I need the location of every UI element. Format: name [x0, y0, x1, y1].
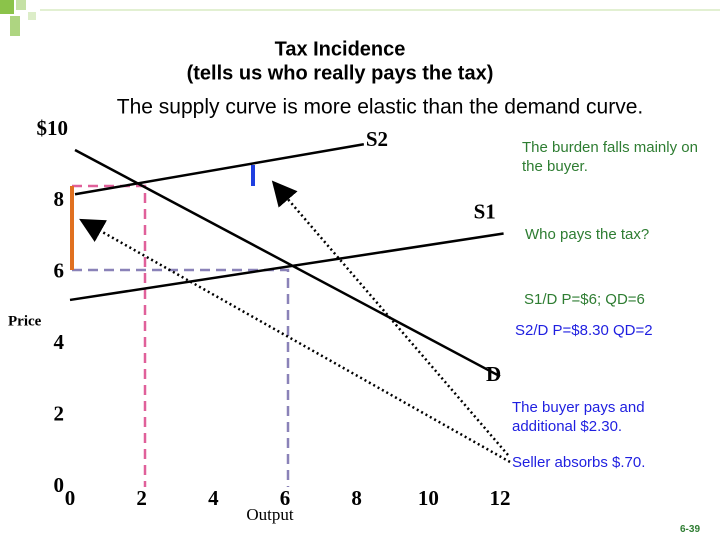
decoration [28, 12, 36, 20]
x-tick-label: 10 [418, 486, 439, 510]
y-axis-label: Price [8, 313, 42, 329]
y-tick-label: $10 [37, 116, 69, 140]
decoration [16, 0, 26, 10]
arrow [79, 218, 511, 464]
y-tick-label: 2 [54, 401, 65, 425]
annotation: Seller absorbs $.70. [512, 454, 646, 471]
y-tick-label: 0 [54, 473, 65, 497]
arrow [271, 180, 509, 456]
series-line [69, 232, 504, 302]
heading: The supply curve is more elastic than th… [117, 96, 643, 119]
x-tick-label: 0 [65, 486, 76, 510]
x-tick-label: 8 [351, 486, 362, 510]
decoration [0, 0, 14, 14]
series-label: S1 [474, 199, 496, 223]
decoration [10, 16, 20, 36]
series-label: D [486, 362, 501, 386]
x-axis-label: Output [246, 505, 294, 524]
series-line [74, 143, 365, 196]
x-tick-label: 6 [280, 486, 291, 510]
guide-line [72, 268, 290, 487]
annotation: S1/D P=$6; QD=6 [524, 291, 645, 308]
y-tick-label: 6 [54, 259, 65, 283]
series-line [74, 148, 501, 378]
x-tick-label: 4 [208, 486, 219, 510]
x-tick-label: 2 [136, 486, 147, 510]
annotation: S2/D P=$8.30 QD=2 [515, 322, 653, 339]
slide-number: 6-39 [680, 524, 701, 535]
annotation: The buyer pays and additional $2.30. [512, 399, 645, 435]
y-tick-label: 4 [54, 330, 65, 354]
x-tick-label: 12 [490, 486, 511, 510]
guide-line [72, 184, 147, 487]
annotation: Who pays the tax? [525, 226, 650, 243]
annotation: The burden falls mainly on the buyer. [522, 139, 698, 175]
y-tick-label: 8 [54, 187, 65, 211]
subtitle: (tells us who really pays the tax) [187, 62, 494, 84]
title: Tax Incidence [275, 38, 406, 60]
series-label: S2 [366, 127, 388, 151]
